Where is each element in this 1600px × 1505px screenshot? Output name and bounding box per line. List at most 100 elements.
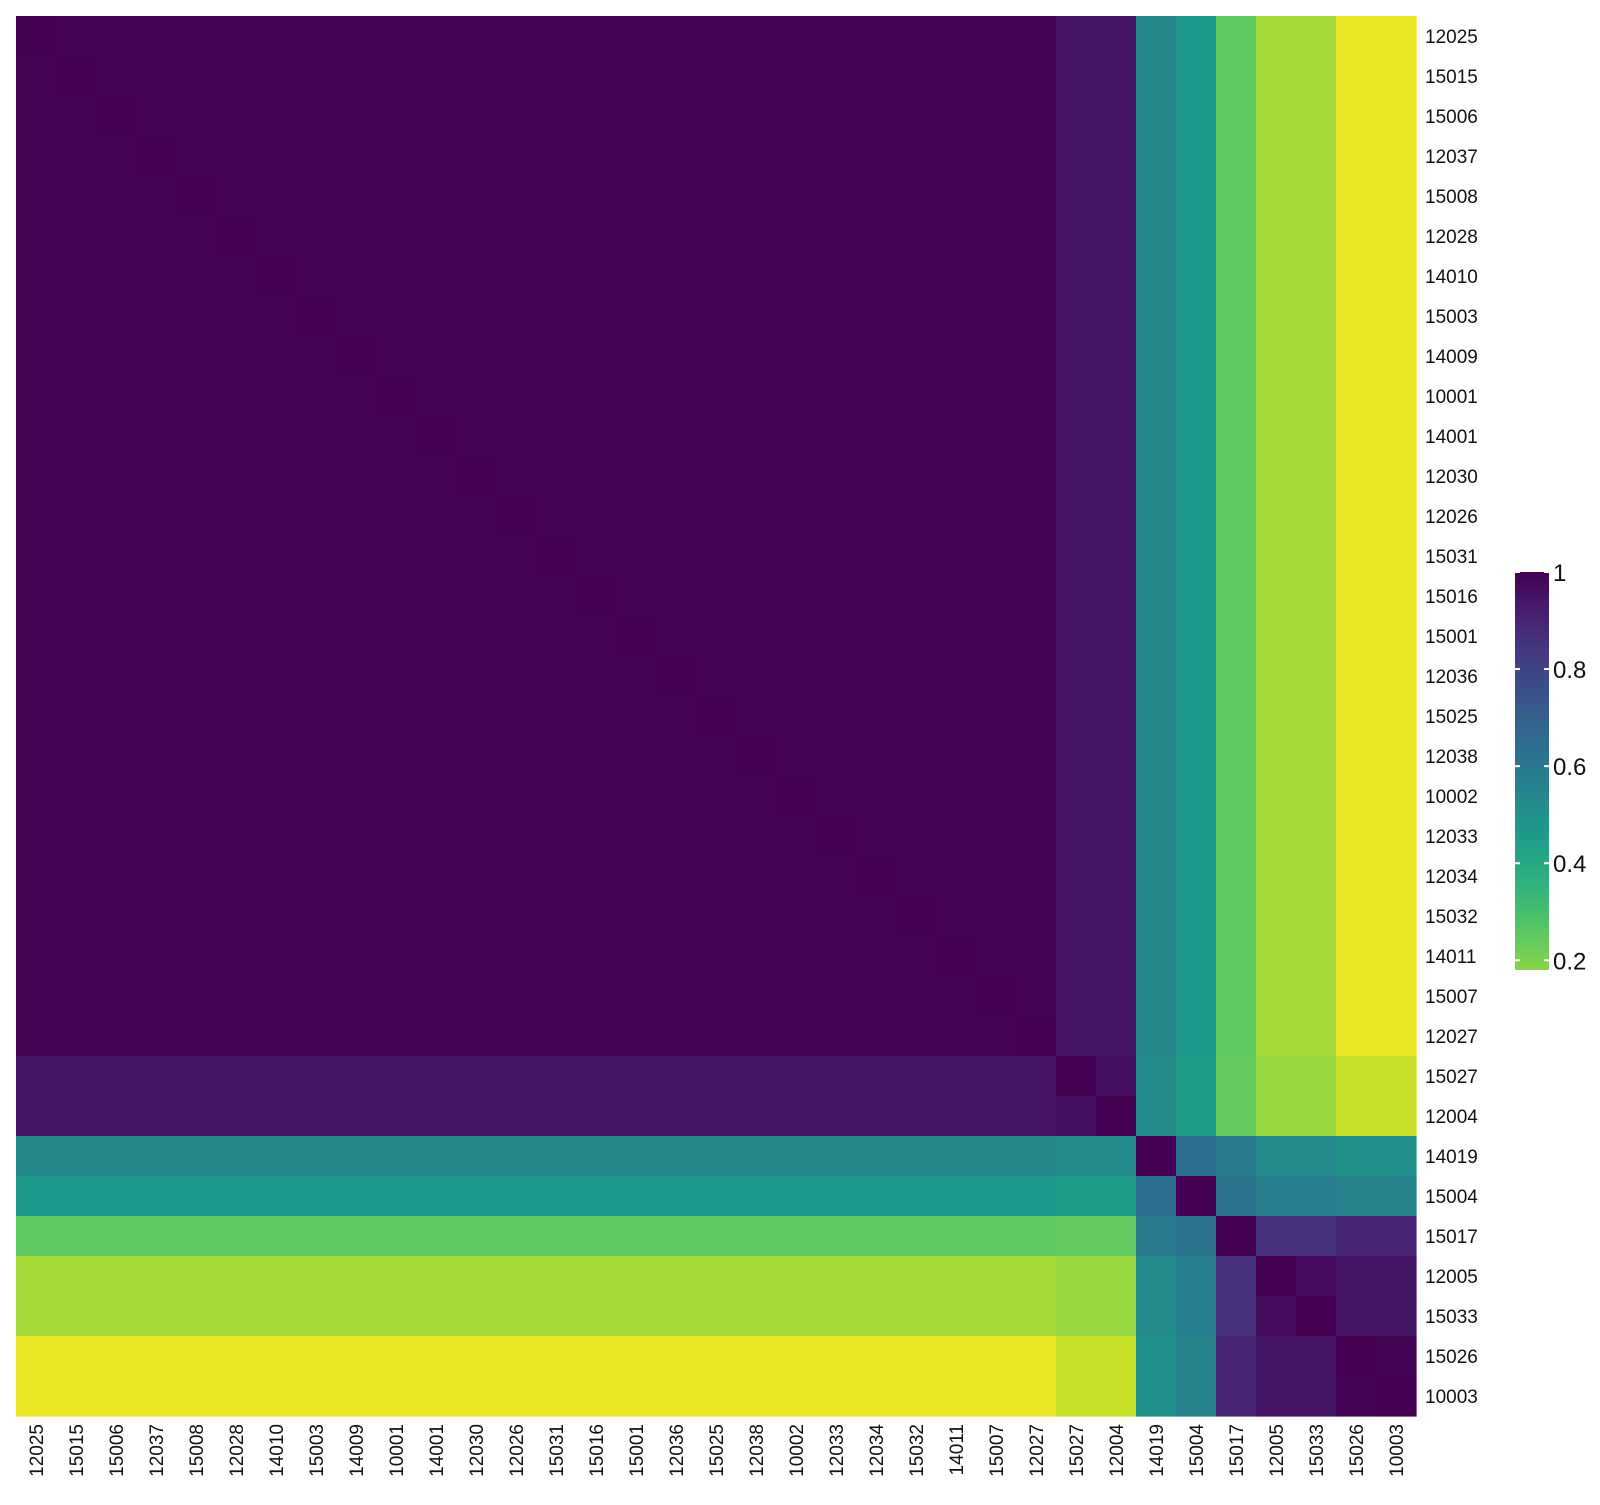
heatmap-cell bbox=[1296, 536, 1337, 577]
heatmap-cell bbox=[216, 296, 257, 337]
heatmap-cell bbox=[456, 736, 497, 777]
heatmap-cell bbox=[776, 1256, 817, 1297]
heatmap-cell bbox=[96, 336, 137, 377]
heatmap-cell bbox=[856, 1216, 897, 1257]
heatmap-cell bbox=[496, 96, 537, 137]
heatmap-cell bbox=[1176, 1056, 1217, 1097]
heatmap-cell bbox=[936, 1296, 977, 1337]
heatmap-cell bbox=[1336, 1056, 1377, 1097]
heatmap-cell bbox=[1376, 296, 1417, 337]
heatmap-cell bbox=[1056, 576, 1097, 617]
heatmap-cell bbox=[96, 816, 137, 857]
heatmap-cell bbox=[576, 1376, 617, 1417]
heatmap-cell bbox=[1256, 456, 1297, 497]
heatmap-cell bbox=[1136, 296, 1177, 337]
heatmap-cell bbox=[1376, 816, 1417, 857]
heatmap-cell bbox=[16, 1016, 57, 1057]
heatmap-cell bbox=[1296, 816, 1337, 857]
heatmap-cell bbox=[1296, 776, 1337, 817]
heatmap-cell bbox=[456, 216, 497, 257]
heatmap-cell bbox=[1296, 496, 1337, 537]
heatmap-cell bbox=[776, 776, 817, 817]
heatmap-cell bbox=[296, 1016, 337, 1057]
heatmap-cell bbox=[976, 1176, 1017, 1217]
heatmap-cell bbox=[1216, 856, 1257, 897]
heatmap-cell bbox=[776, 1096, 817, 1137]
heatmap-cell bbox=[496, 896, 537, 937]
heatmap-cell bbox=[976, 216, 1017, 257]
heatmap-cell bbox=[1176, 176, 1217, 217]
heatmap-cell bbox=[1056, 1256, 1097, 1297]
heatmap-cell bbox=[416, 336, 457, 377]
row-label: 15015 bbox=[1425, 67, 1478, 88]
heatmap-cell bbox=[816, 896, 857, 937]
heatmap-cell bbox=[816, 1176, 857, 1217]
heatmap-cell bbox=[656, 1016, 697, 1057]
heatmap-cell bbox=[216, 1056, 257, 1097]
heatmap-cell bbox=[1136, 256, 1177, 297]
heatmap-cell bbox=[96, 776, 137, 817]
heatmap-cell bbox=[1376, 976, 1417, 1017]
heatmap-cell bbox=[976, 736, 1017, 777]
heatmap-cell bbox=[416, 416, 457, 457]
heatmap-cell bbox=[56, 336, 97, 377]
heatmap-cell bbox=[56, 1016, 97, 1057]
heatmap-cell bbox=[256, 416, 297, 457]
heatmap-cell bbox=[1216, 256, 1257, 297]
heatmap-cell bbox=[1176, 1096, 1217, 1137]
heatmap-cell bbox=[656, 576, 697, 617]
heatmap-cell bbox=[856, 736, 897, 777]
heatmap-cell bbox=[1136, 936, 1177, 977]
heatmap-cell bbox=[176, 656, 217, 697]
heatmap-cell bbox=[896, 736, 937, 777]
legend-tick-label: 1 bbox=[1553, 560, 1566, 587]
heatmap-cell bbox=[776, 416, 817, 457]
heatmap-cell bbox=[1136, 616, 1177, 657]
heatmap-cell bbox=[1216, 576, 1257, 617]
heatmap-cell bbox=[336, 1216, 377, 1257]
heatmap-cell bbox=[456, 1136, 497, 1177]
heatmap-cell bbox=[1376, 1136, 1417, 1177]
heatmap-cell bbox=[776, 1296, 817, 1337]
heatmap-cell bbox=[296, 1136, 337, 1177]
heatmap-cell bbox=[776, 216, 817, 257]
heatmap-cell bbox=[616, 376, 657, 417]
heatmap-cell bbox=[976, 576, 1017, 617]
heatmap-cell bbox=[216, 336, 257, 377]
column-label: 14010 bbox=[267, 1424, 288, 1477]
column-label: 12030 bbox=[467, 1424, 488, 1477]
heatmap-cell bbox=[576, 496, 617, 537]
heatmap-cell bbox=[496, 656, 537, 697]
heatmap-cell bbox=[1056, 896, 1097, 937]
heatmap-cell bbox=[96, 856, 137, 897]
heatmap-cell bbox=[616, 496, 657, 537]
heatmap-cell bbox=[1216, 16, 1257, 57]
heatmap-cell bbox=[296, 176, 337, 217]
heatmap-cell bbox=[696, 296, 737, 337]
heatmap-cell bbox=[1096, 1216, 1137, 1257]
heatmap-cell bbox=[536, 256, 577, 297]
heatmap-cell bbox=[856, 496, 897, 537]
heatmap-cell bbox=[976, 296, 1017, 337]
heatmap-cell bbox=[896, 1216, 937, 1257]
heatmap-cell bbox=[1136, 1016, 1177, 1057]
heatmap-cell bbox=[56, 1056, 97, 1097]
heatmap-cell bbox=[1016, 416, 1057, 457]
heatmap-cell bbox=[816, 1336, 857, 1377]
heatmap-cell bbox=[96, 576, 137, 617]
heatmap-cell bbox=[376, 256, 417, 297]
heatmap-cell bbox=[1096, 896, 1137, 937]
heatmap-cell bbox=[576, 216, 617, 257]
heatmap-cell bbox=[496, 256, 537, 297]
heatmap-cell bbox=[736, 296, 777, 337]
heatmap-cell bbox=[1296, 1176, 1337, 1217]
heatmap-cell bbox=[936, 576, 977, 617]
heatmap-cell bbox=[376, 696, 417, 737]
heatmap-cell bbox=[96, 976, 137, 1017]
heatmap-cell bbox=[576, 176, 617, 217]
heatmap-cell bbox=[376, 1056, 417, 1097]
heatmap-cell bbox=[176, 1336, 217, 1377]
heatmap-cell bbox=[1056, 96, 1097, 137]
heatmap-cell bbox=[536, 1256, 577, 1297]
heatmap-cell bbox=[936, 1056, 977, 1097]
